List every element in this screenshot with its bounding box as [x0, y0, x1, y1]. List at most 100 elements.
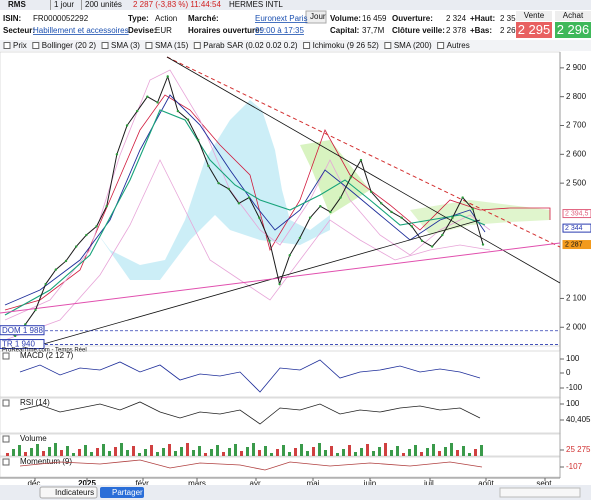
- volume-bar: [264, 446, 267, 456]
- volume-bar: [402, 453, 405, 456]
- y-tick-label: 2 600: [566, 149, 587, 158]
- day-button-bg[interactable]: [305, 10, 327, 24]
- share-button-bg[interactable]: [100, 487, 144, 498]
- indicator-toggle[interactable]: Prix: [13, 41, 27, 50]
- checkbox[interactable]: [32, 42, 40, 49]
- price-point: [410, 225, 414, 228]
- indicators-button-bg[interactable]: [39, 486, 98, 499]
- panel-label: Momentum (9): [20, 457, 72, 466]
- field-label: Devise:: [128, 26, 156, 35]
- checkbox[interactable]: [101, 42, 109, 49]
- field-label: Marché:: [188, 14, 219, 23]
- field-label: +Haut:: [470, 14, 495, 23]
- checkbox[interactable]: [193, 42, 201, 49]
- checkbox[interactable]: [3, 42, 11, 49]
- volume-bar: [60, 450, 63, 456]
- price-point: [430, 245, 434, 248]
- indicator-toggle[interactable]: SMA (200): [394, 41, 432, 50]
- field-value: 37,7M: [362, 26, 385, 35]
- indicator-toggle[interactable]: Autres: [447, 41, 470, 50]
- symbol[interactable]: RMS: [8, 0, 26, 9]
- units[interactable]: 200 unités: [85, 0, 122, 9]
- panel-tick-label: -107: [566, 462, 583, 471]
- price-tag-label: 2 394,5: [565, 210, 588, 217]
- period[interactable]: 1 jour: [54, 0, 74, 9]
- y-tick-label: 2 800: [566, 92, 587, 101]
- panel-frame: [0, 433, 561, 457]
- level-label: DOM 1 988: [2, 326, 43, 335]
- volume-bar: [258, 450, 261, 456]
- field-value[interactable]: 09:00 à 17:35: [255, 26, 304, 35]
- price-line: [4, 74, 484, 337]
- indicator-toggle[interactable]: Parab SAR (0.02 0.02 0.2): [203, 41, 298, 50]
- field-label: Capital:: [330, 26, 359, 35]
- price-point: [288, 254, 291, 257]
- field-value: 2 267: [500, 26, 521, 35]
- sell-box[interactable]: [516, 22, 552, 38]
- y-tick-label: 2 900: [566, 63, 587, 72]
- ichimoku-cloud: [410, 200, 550, 235]
- indicator-toggle[interactable]: Ichimoku (9 26 52): [313, 41, 380, 50]
- field-label: Volume:: [330, 14, 361, 23]
- volume-bar: [138, 453, 141, 456]
- volume-bar: [480, 445, 483, 456]
- sell-head: [516, 11, 552, 21]
- field-value[interactable]: Euronext Paris: [255, 14, 307, 23]
- indicator-toggle[interactable]: SMA (3): [111, 41, 140, 50]
- month-label: juil.: [423, 479, 436, 488]
- price-point: [217, 181, 220, 185]
- price-point: [420, 239, 424, 242]
- volume-bar: [354, 452, 357, 456]
- indicator-toggle[interactable]: SMA (15): [155, 41, 189, 50]
- indicators-button[interactable]: Indicateurs: [55, 488, 94, 497]
- day-button[interactable]: Jour: [310, 12, 326, 21]
- indicator-toggle[interactable]: Bollinger (20 2): [42, 41, 97, 50]
- checkbox[interactable]: [384, 42, 392, 49]
- volume-bar: [186, 443, 189, 456]
- price-point: [136, 109, 139, 113]
- buy-price[interactable]: 2 296: [557, 22, 590, 37]
- instrument-name: HERMES INTL: [229, 0, 283, 9]
- share-button[interactable]: Partager: [112, 488, 143, 497]
- y-tick-label: 2 100: [566, 294, 587, 303]
- price-point: [54, 268, 58, 271]
- buy-box[interactable]: [555, 22, 591, 38]
- panel-close[interactable]: [2, 435, 10, 443]
- price-point: [461, 196, 464, 199]
- checkbox[interactable]: [303, 42, 311, 49]
- panel-close[interactable]: [2, 352, 10, 360]
- price-point: [156, 101, 159, 104]
- volume-bar: [72, 453, 75, 456]
- checkbox[interactable]: [437, 42, 445, 49]
- volume-bar: [282, 445, 285, 456]
- price-point: [24, 323, 27, 326]
- volume-bar: [222, 452, 225, 456]
- panel-tick-label: 100: [566, 399, 580, 408]
- volume-bar: [90, 452, 93, 456]
- bollinger-band: [4, 69, 491, 321]
- price-tag-label: 2 287: [565, 241, 583, 248]
- volume-bar: [198, 446, 201, 456]
- price-point: [146, 95, 149, 98]
- price-tag: [562, 240, 591, 250]
- panel-tick-label: -100: [566, 383, 583, 392]
- price-point: [298, 236, 302, 240]
- field-value[interactable]: Habillement et accessoires: [33, 26, 129, 35]
- volume-bar: [42, 451, 45, 456]
- volume-bar: [456, 450, 459, 456]
- sell-price[interactable]: 2 295: [518, 22, 551, 37]
- panel-close[interactable]: [2, 458, 10, 466]
- panel-tick-label: 100: [566, 354, 580, 363]
- volume-bar: [192, 450, 195, 456]
- buy-label: Achat: [563, 11, 584, 20]
- panel-close[interactable]: [2, 399, 10, 407]
- zoom-controls[interactable]: [499, 487, 581, 498]
- price-point: [44, 282, 47, 286]
- price-point: [380, 202, 383, 205]
- separator: [81, 0, 82, 10]
- volume-bar: [66, 446, 69, 456]
- volume-bar: [174, 451, 177, 456]
- price-point: [237, 202, 241, 205]
- checkbox[interactable]: [145, 42, 153, 49]
- volume-bar: [102, 444, 105, 456]
